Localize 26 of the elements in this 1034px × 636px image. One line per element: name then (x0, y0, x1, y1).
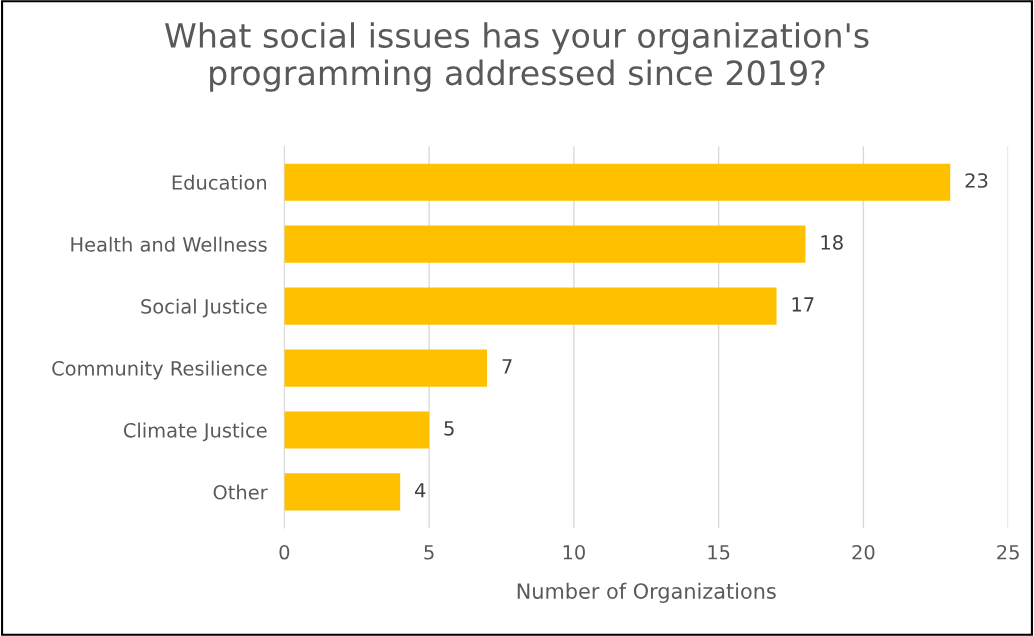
y-tick-label: Community Resilience (52, 360, 267, 380)
x-tick-label: 10 (563, 544, 585, 560)
x-tick-label: 0 (279, 544, 290, 560)
x-tick-label: 5 (424, 545, 434, 560)
y-tick-label: Other (213, 484, 268, 500)
chart-title: What social issues has your organization's programming addressed since 2019? (164, 22, 869, 92)
data-label: 5 (444, 421, 454, 436)
x-tick-label: 25 (997, 544, 1019, 560)
x-axis-title: Number of Organizations (517, 582, 776, 603)
bar (284, 163, 951, 201)
bar (284, 473, 401, 511)
data-label: 7 (502, 359, 512, 374)
bar (284, 225, 806, 263)
x-tick-label: 15 (708, 545, 730, 560)
y-tick-label: Health and Wellness (71, 236, 267, 252)
y-tick-label: Education (172, 174, 267, 190)
data-label: 17 (792, 297, 814, 312)
bar (284, 287, 777, 325)
data-label: 4 (415, 483, 426, 498)
bar (284, 411, 430, 449)
bar (284, 349, 488, 387)
y-tick-label: Social Justice (141, 298, 267, 318)
data-label: 18 (821, 235, 843, 250)
data-label: 23 (965, 173, 988, 188)
x-tick-label: 20 (852, 544, 875, 560)
y-tick-label: Climate Justice (123, 422, 267, 442)
